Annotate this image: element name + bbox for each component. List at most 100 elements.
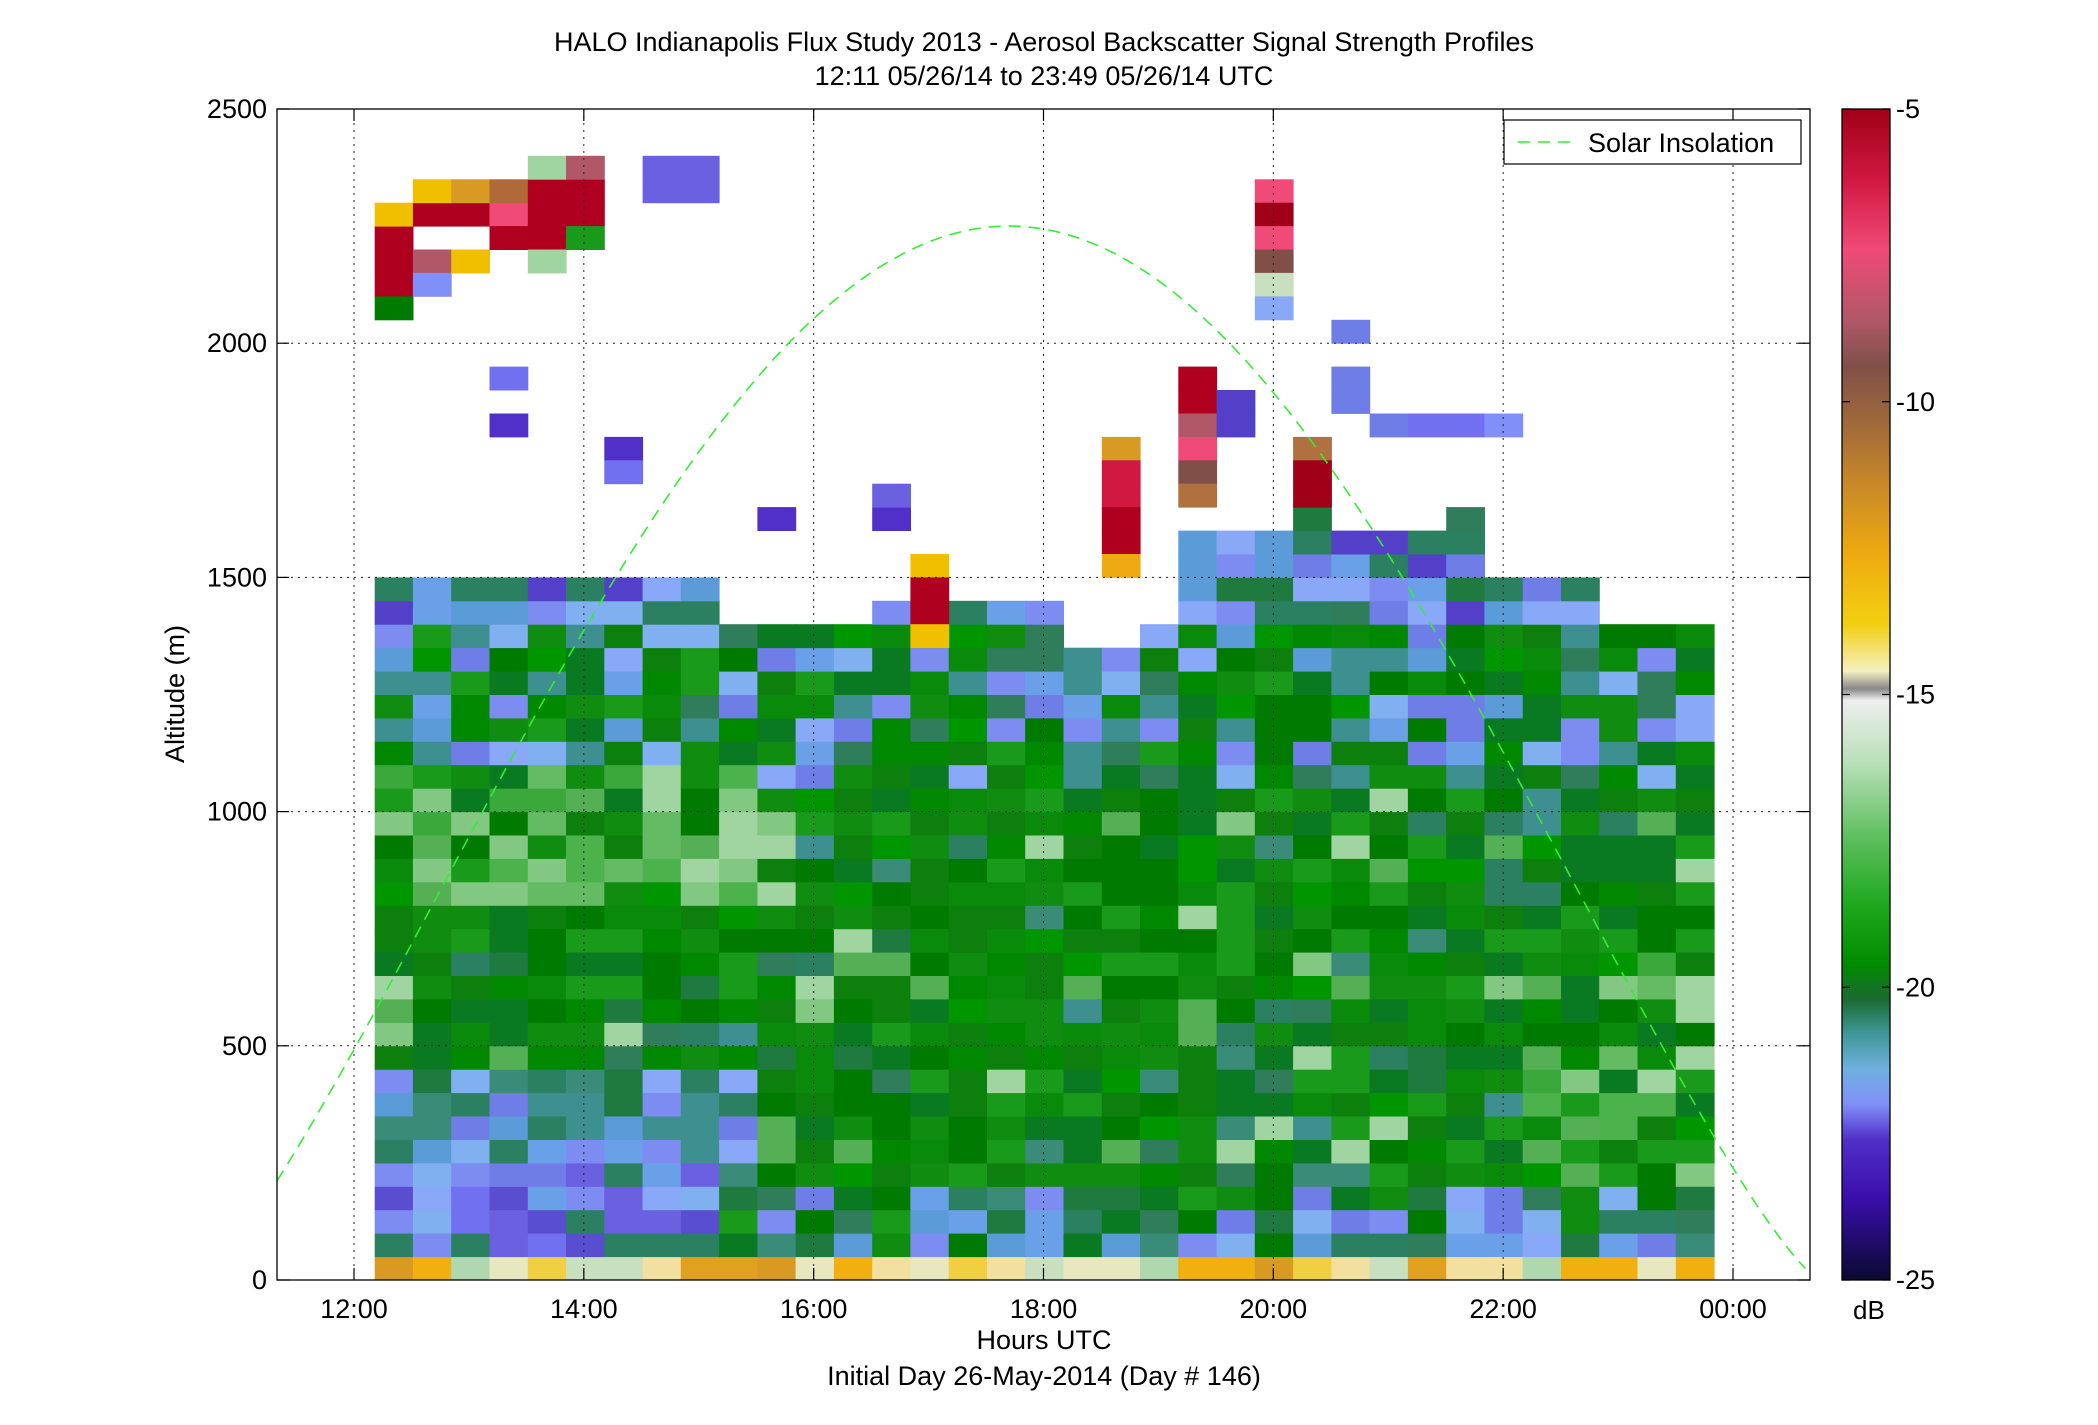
heatmap-cell bbox=[1599, 1233, 1638, 1258]
heatmap-cell bbox=[680, 624, 720, 649]
heatmap-cell bbox=[1599, 717, 1638, 742]
heatmap-cell bbox=[451, 1186, 490, 1211]
heatmap-cell bbox=[451, 1116, 490, 1140]
heatmap-cell bbox=[489, 179, 529, 204]
heatmap-cell bbox=[527, 1233, 567, 1258]
heatmap-cell bbox=[1331, 1209, 1371, 1234]
heatmap-cell bbox=[412, 905, 452, 930]
heatmap-cell bbox=[1101, 928, 1141, 953]
heatmap-cell bbox=[757, 1233, 797, 1258]
heatmap-cell bbox=[1178, 436, 1218, 461]
chart-title: HALO Indianapolis Flux Study 2013 - Aero… bbox=[554, 27, 1534, 57]
heatmap-cell bbox=[1675, 1233, 1715, 1258]
heatmap-cell bbox=[1254, 928, 1294, 953]
heatmap-cell bbox=[566, 226, 605, 250]
heatmap-cell bbox=[374, 764, 414, 789]
heatmap-cell bbox=[1216, 952, 1256, 976]
heatmap-cell bbox=[910, 881, 950, 906]
heatmap-cell bbox=[1446, 1045, 1485, 1070]
heatmap-cell bbox=[1331, 1069, 1371, 1094]
heatmap-cell bbox=[1140, 975, 1179, 1000]
heatmap-cells bbox=[374, 155, 1715, 1280]
heatmap-cell bbox=[1063, 1069, 1103, 1094]
heatmap-cell bbox=[1407, 647, 1447, 672]
heatmap-cell bbox=[451, 928, 490, 953]
heatmap-cell bbox=[451, 1209, 490, 1234]
heatmap-cell bbox=[1101, 671, 1141, 695]
heatmap-cell bbox=[1101, 1186, 1141, 1211]
heatmap-cell bbox=[1407, 881, 1447, 906]
heatmap-cell bbox=[642, 717, 682, 742]
heatmap-cell bbox=[1178, 390, 1218, 414]
heatmap-cell bbox=[1101, 858, 1141, 883]
heatmap-cell bbox=[642, 741, 682, 766]
heatmap-cell bbox=[910, 1162, 950, 1187]
heatmap-cell bbox=[527, 1069, 567, 1094]
heatmap-cell bbox=[527, 835, 567, 859]
heatmap-cell bbox=[795, 999, 835, 1023]
heatmap-cell bbox=[527, 811, 567, 836]
heatmap-cell bbox=[1025, 788, 1064, 813]
heatmap-cell bbox=[604, 1045, 644, 1070]
heatmap-cell bbox=[1675, 1139, 1715, 1164]
heatmap-cell bbox=[566, 835, 605, 859]
heatmap-cell bbox=[719, 1256, 758, 1280]
heatmap-cell bbox=[1254, 647, 1294, 672]
heatmap-cell bbox=[757, 788, 797, 813]
heatmap-cell bbox=[719, 1162, 758, 1187]
heatmap-cell bbox=[757, 717, 797, 742]
heatmap-cell bbox=[1140, 835, 1179, 859]
heatmap-cell bbox=[527, 1209, 567, 1234]
heatmap-cell bbox=[1599, 1092, 1638, 1117]
heatmap-cell bbox=[527, 249, 567, 274]
heatmap-cell bbox=[680, 1045, 720, 1070]
heatmap-cell bbox=[1101, 460, 1141, 485]
heatmap-cell bbox=[833, 1162, 873, 1187]
heatmap-cell bbox=[1063, 1256, 1103, 1280]
heatmap-cell bbox=[1178, 1092, 1218, 1117]
heatmap-cell bbox=[1599, 952, 1638, 976]
heatmap-cell bbox=[1446, 1022, 1485, 1047]
heatmap-cell bbox=[757, 671, 797, 695]
heatmap-cell bbox=[910, 577, 950, 602]
heatmap-cell bbox=[1140, 717, 1179, 742]
heatmap-cell bbox=[910, 647, 950, 672]
heatmap-cell bbox=[833, 1022, 873, 1047]
heatmap-cell bbox=[833, 1186, 873, 1211]
heatmap-cell bbox=[1369, 764, 1409, 789]
heatmap-cell bbox=[680, 1139, 720, 1164]
heatmap-cell bbox=[1293, 811, 1332, 836]
heatmap-cell bbox=[1063, 858, 1103, 883]
heatmap-cell bbox=[1254, 202, 1294, 227]
heatmap-cell bbox=[566, 1069, 605, 1094]
heatmap-cell bbox=[1407, 788, 1447, 813]
heatmap-cell bbox=[910, 624, 950, 649]
heatmap-cell bbox=[910, 905, 950, 930]
heatmap-cell bbox=[757, 1116, 797, 1140]
heatmap-cell bbox=[1254, 788, 1294, 813]
heatmap-cell bbox=[604, 1116, 644, 1140]
heatmap-cell bbox=[1561, 1116, 1600, 1140]
heatmap-cell bbox=[489, 858, 529, 883]
heatmap-cell bbox=[833, 741, 873, 766]
heatmap-cell bbox=[719, 741, 758, 766]
heatmap-cell bbox=[680, 600, 720, 625]
heatmap-cell bbox=[489, 694, 529, 719]
heatmap-cell bbox=[872, 1256, 911, 1280]
heatmap-cell bbox=[1101, 975, 1141, 1000]
heatmap-cell bbox=[1025, 1186, 1064, 1211]
heatmap-cell bbox=[833, 764, 873, 789]
heatmap-cell bbox=[910, 1139, 950, 1164]
heatmap-cell bbox=[1369, 600, 1409, 625]
heatmap-cell bbox=[1216, 1256, 1256, 1280]
heatmap-cell bbox=[833, 905, 873, 930]
heatmap-cell bbox=[1178, 1116, 1218, 1140]
heatmap-cell bbox=[948, 1045, 988, 1070]
heatmap-cell bbox=[489, 1233, 529, 1258]
heatmap-cell bbox=[872, 975, 911, 1000]
heatmap-cell bbox=[1101, 436, 1141, 461]
heatmap-cell bbox=[872, 952, 911, 976]
heatmap-cell bbox=[566, 975, 605, 1000]
heatmap-cell bbox=[1484, 671, 1524, 695]
heatmap-cell bbox=[1254, 1045, 1294, 1070]
